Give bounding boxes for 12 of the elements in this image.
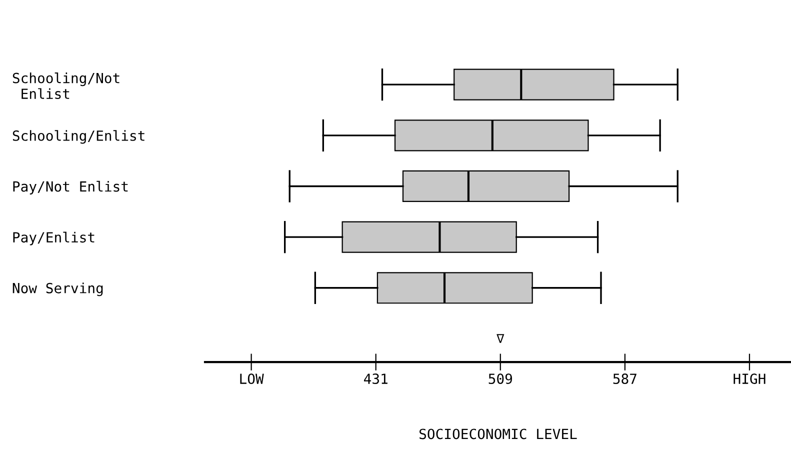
x-tick-label: 587 xyxy=(613,374,636,384)
y-tick-label: Now Serving xyxy=(12,282,103,296)
text: ∇ xyxy=(496,334,504,343)
y-tick-label: Schooling/Not Enlist xyxy=(12,72,120,100)
y-tick-label: Pay/Not Enlist xyxy=(13,180,128,194)
y-tick-label: Pay/Enlist xyxy=(13,232,94,246)
x-tick-label: 431 xyxy=(364,374,388,384)
x-axis-title: SOCIOECONOMIC LEVEL xyxy=(420,428,577,440)
x-tick-label: 509 xyxy=(488,374,512,384)
x-tick-label: LOW xyxy=(240,374,264,384)
y-tick-label: Schooling/Enlist xyxy=(12,130,144,144)
x-tick-label: HIGH xyxy=(734,374,766,384)
